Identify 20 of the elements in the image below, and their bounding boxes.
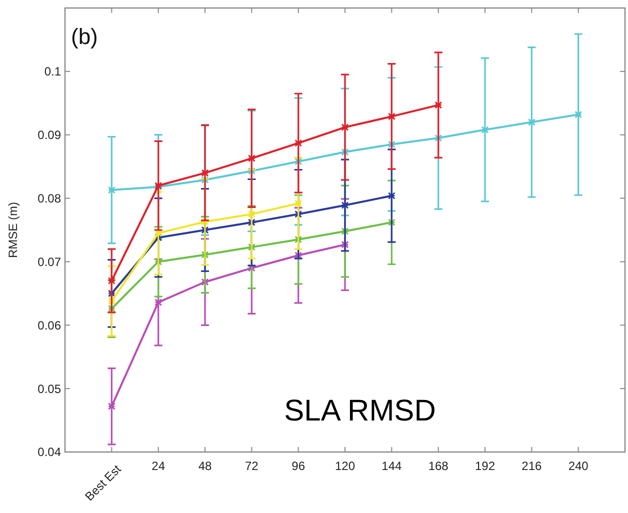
y-tick-label: 0.04 (38, 445, 62, 460)
x-tick-label: 24 (152, 459, 166, 473)
annotation: SLA RMSD (284, 394, 436, 428)
y-tick-label: 0.06 (38, 318, 62, 332)
y-tick-label: 0.05 (38, 382, 62, 396)
x-tick-label: 168 (428, 459, 449, 473)
y-tick-label: 0.08 (38, 191, 62, 206)
x-tick-label: 72 (244, 459, 259, 473)
x-tick-label: 48 (198, 459, 212, 473)
x-tick-label: 240 (568, 459, 589, 473)
y-tick-label: 0.1 (44, 64, 62, 79)
x-tick-label: 192 (474, 459, 496, 473)
y-axis-title: RMSE (m) (6, 202, 20, 258)
y-tick-label: 0.09 (38, 128, 62, 142)
x-tick-label: 144 (382, 459, 402, 473)
y-tick-label: 0.07 (38, 254, 62, 269)
x-tick-label: 120 (334, 459, 356, 473)
x-tick-label: 96 (292, 459, 306, 473)
x-tick-label: 216 (522, 459, 542, 473)
annotation: (b) (71, 24, 98, 49)
